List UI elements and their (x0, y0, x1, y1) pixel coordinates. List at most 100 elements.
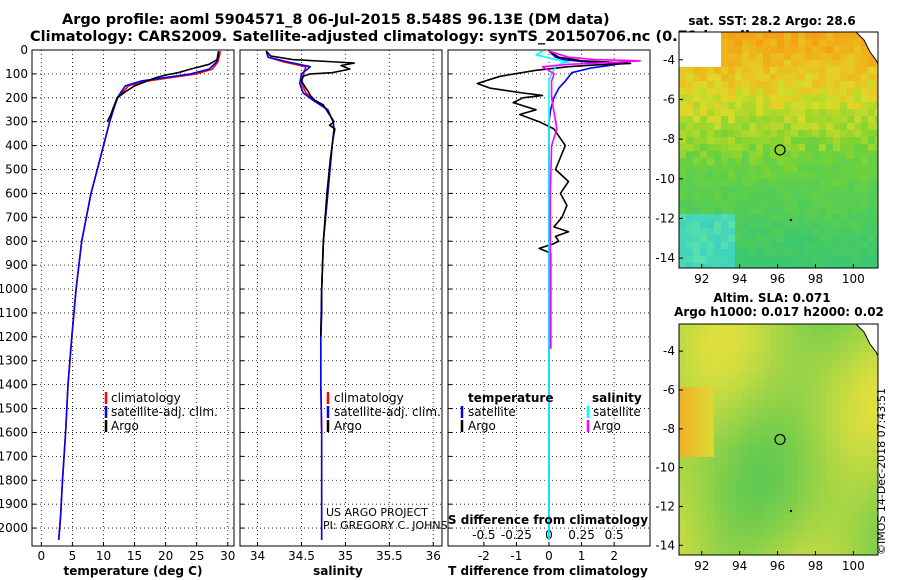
map-cell (840, 513, 847, 520)
map-cell (686, 380, 693, 387)
map-cell (770, 394, 777, 401)
map-cell (819, 527, 826, 534)
map-cell (749, 137, 756, 144)
map-cell (805, 151, 812, 158)
map-cell (819, 499, 826, 506)
map-cell (700, 158, 707, 165)
map-cell (714, 387, 721, 394)
map-cell (854, 235, 861, 242)
map-cell (826, 256, 833, 263)
map-cell (805, 394, 812, 401)
map-cell (679, 415, 686, 422)
map-cell (777, 422, 784, 429)
map-cell (826, 450, 833, 457)
map-cell (679, 67, 686, 74)
map-cell (700, 263, 707, 268)
map-cell (791, 228, 798, 235)
map-cell (749, 263, 756, 268)
map-cell (770, 513, 777, 520)
map-cell (868, 443, 875, 450)
map-cell (756, 32, 763, 39)
map-cell (875, 464, 878, 471)
map-cell (784, 46, 791, 53)
map-cell (847, 429, 854, 436)
salinity-panel: 34 34.5 35 35.5 36 salinity climatology sate… (239, 49, 464, 578)
x-tick-label: -1 (510, 549, 522, 563)
map-cell (770, 492, 777, 499)
lat-tick-label: -12 (655, 499, 675, 513)
map-cell (875, 499, 878, 506)
x-tick-label: 15 (127, 549, 142, 563)
map-cell (854, 492, 861, 499)
map-cell (791, 338, 798, 345)
map-cell (679, 429, 686, 436)
map-cell (770, 200, 777, 207)
map-cell (756, 471, 763, 478)
map-cell (693, 242, 700, 249)
map-cell (868, 249, 875, 256)
map-cell (735, 401, 742, 408)
map-cell (798, 67, 805, 74)
map-cell (756, 144, 763, 151)
map-cell (721, 151, 728, 158)
map-cell (756, 193, 763, 200)
map-cell (686, 67, 693, 74)
map-cell (854, 331, 861, 338)
map-cell (805, 450, 812, 457)
map-cell (840, 116, 847, 123)
map-cell (819, 534, 826, 541)
depth-tick-label: 700 (5, 210, 28, 224)
map-cell (693, 214, 700, 221)
map-cell (770, 331, 777, 338)
map-cell (777, 394, 784, 401)
map-cell (714, 527, 721, 534)
map-cell (861, 443, 868, 450)
map-cell (693, 158, 700, 165)
map-cell (763, 331, 770, 338)
map-cell (833, 345, 840, 352)
map-cell (721, 214, 728, 221)
map-cell (861, 123, 868, 130)
map-cell (714, 548, 721, 555)
map-cell (868, 450, 875, 457)
map-cell (819, 324, 826, 331)
map-cell (679, 527, 686, 534)
map-cell (812, 158, 819, 165)
map-cell (854, 527, 861, 534)
map-cell (868, 165, 875, 172)
map-cell (707, 408, 714, 415)
map-cell (707, 116, 714, 123)
map-cell (777, 464, 784, 471)
map-cell (791, 492, 798, 499)
map-cell (791, 200, 798, 207)
map-cell (847, 394, 854, 401)
map-cell (812, 200, 819, 207)
map-cell (777, 165, 784, 172)
map-cell (805, 380, 812, 387)
map-cell (805, 338, 812, 345)
map-cell (805, 130, 812, 137)
map-cell (756, 228, 763, 235)
map-cell (714, 88, 721, 95)
map-cell (693, 415, 700, 422)
map-cell (826, 401, 833, 408)
map-cell (847, 380, 854, 387)
map-cell (798, 228, 805, 235)
map-cell (847, 513, 854, 520)
map-cell (791, 249, 798, 256)
map-cell (784, 443, 791, 450)
map-cell (700, 408, 707, 415)
map-cell (812, 88, 819, 95)
map-cell (763, 436, 770, 443)
map-cell (735, 102, 742, 109)
map-cell (686, 499, 693, 506)
map-cell (735, 53, 742, 60)
map-cell (840, 249, 847, 256)
map-cell (707, 527, 714, 534)
map-cell (798, 214, 805, 221)
map-cell (840, 408, 847, 415)
map-cell (868, 513, 875, 520)
map-cell (868, 67, 875, 74)
map-cell (798, 137, 805, 144)
map-cell (798, 95, 805, 102)
